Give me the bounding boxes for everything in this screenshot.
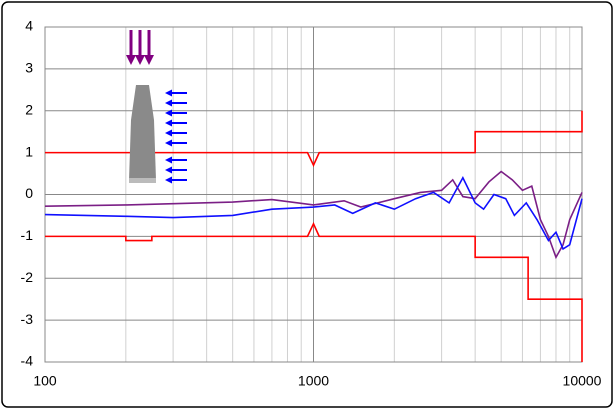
top-arrows: [126, 30, 154, 65]
y-tick-label: -1: [21, 227, 34, 243]
microphone-body: [129, 85, 156, 180]
series-line: [44, 176, 583, 251]
series-line: [45, 221, 583, 362]
microphone-base: [129, 178, 156, 183]
y-tick-label: 0: [25, 185, 33, 201]
y-tick-label: 3: [25, 60, 33, 76]
plot-border: [44, 26, 583, 363]
x-tick-label: 100: [33, 373, 57, 389]
y-tick-label: 4: [25, 18, 33, 34]
side-arrows: [165, 89, 187, 184]
y-tick-label: 2: [25, 101, 33, 117]
series-line: [45, 110, 583, 168]
y-tick-label: -4: [21, 353, 34, 369]
x-tick-label: 10000: [563, 373, 602, 389]
y-tick-label: -3: [21, 311, 34, 327]
x-tick-label: 1000: [298, 373, 329, 389]
y-tick-label: 1: [25, 143, 33, 159]
lines: [44, 110, 583, 362]
grid: [44, 26, 583, 363]
microphone-icon: [126, 30, 187, 184]
series-line: [44, 170, 583, 260]
y-tick-label: -2: [21, 269, 34, 285]
